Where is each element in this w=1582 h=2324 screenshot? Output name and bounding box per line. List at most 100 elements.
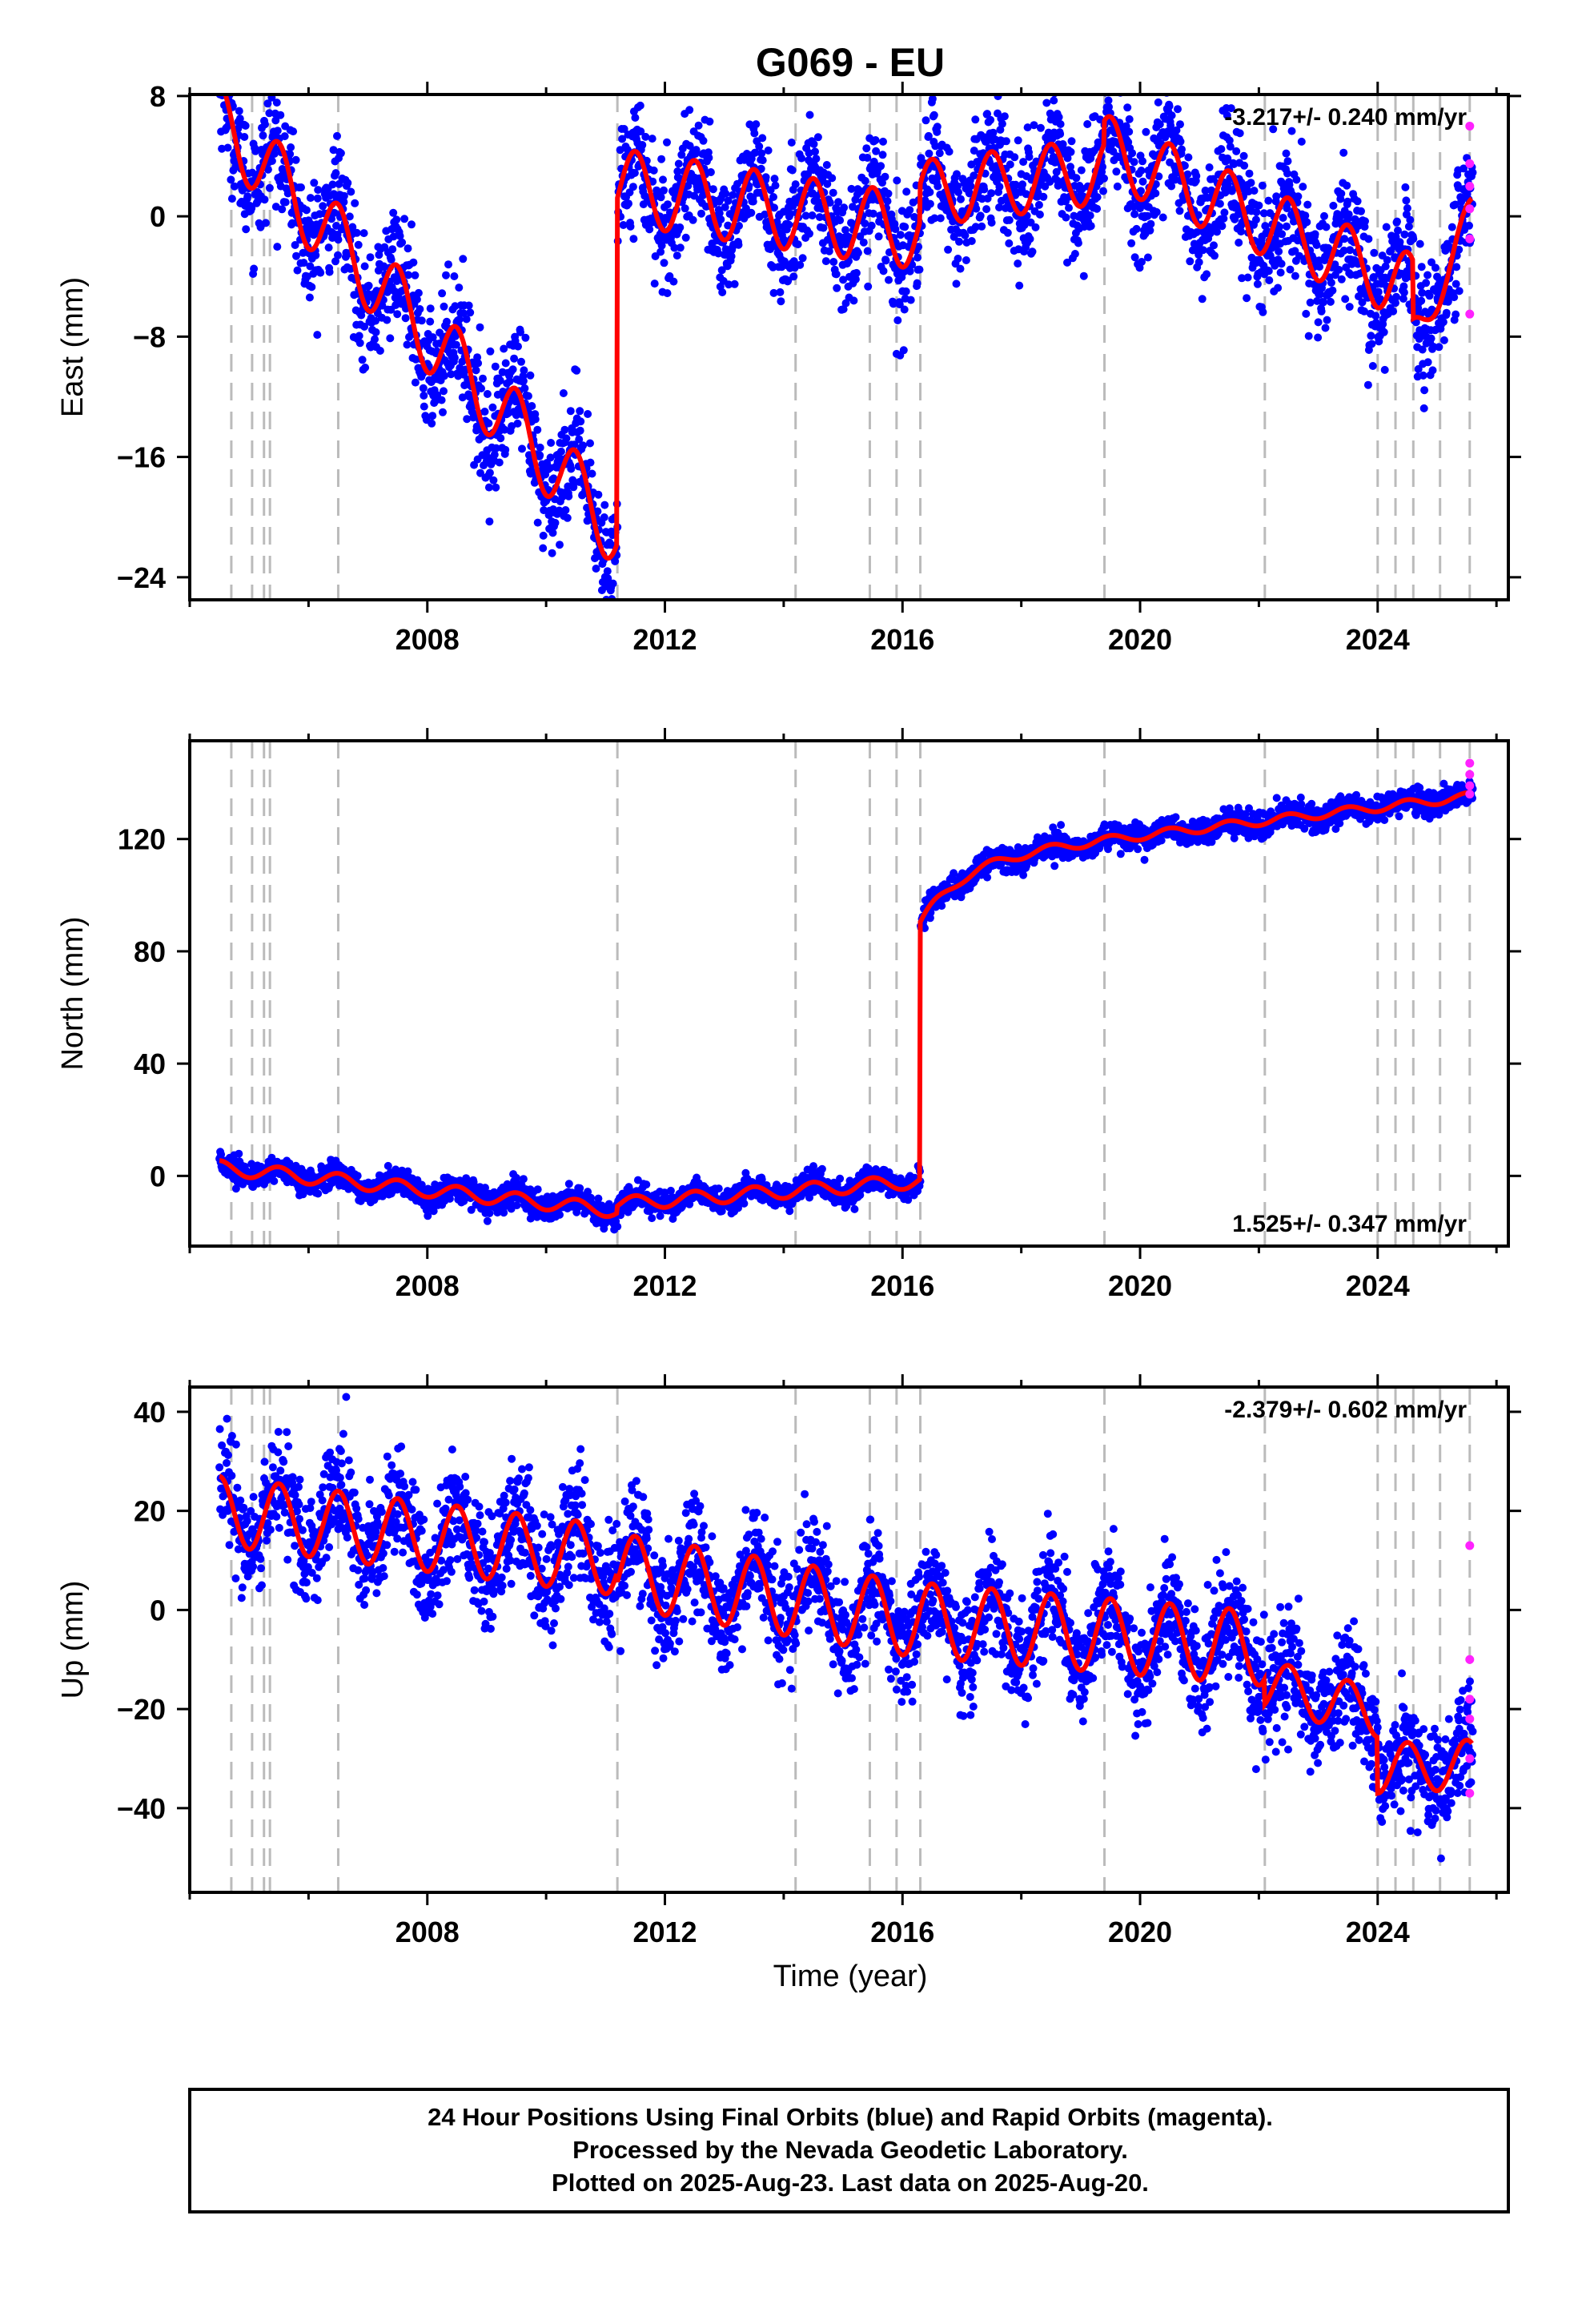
data-point [884, 189, 893, 198]
data-point [271, 116, 280, 125]
data-point [659, 175, 667, 184]
data-point [757, 149, 766, 158]
data-point [905, 206, 914, 215]
data-point [328, 180, 337, 189]
data-point [1062, 213, 1070, 222]
data-point [1063, 258, 1071, 267]
data-point [952, 279, 961, 288]
data-point [1000, 112, 1009, 121]
data-point [878, 179, 886, 187]
data-point [1314, 333, 1323, 342]
y-axis-label: East (mm) [56, 277, 90, 417]
data-point [364, 281, 373, 290]
data-point [355, 332, 363, 340]
data-point [270, 1176, 279, 1185]
data-point [1316, 290, 1325, 299]
data-point [452, 340, 460, 349]
data-point [1337, 275, 1346, 283]
data-point [681, 233, 690, 242]
data-point [1315, 263, 1324, 271]
data-point [247, 204, 256, 212]
data-point [1072, 174, 1081, 183]
data-point [539, 544, 548, 553]
data-point [250, 264, 259, 273]
data-point [660, 186, 668, 195]
data-point [1151, 189, 1160, 198]
data-point [1460, 164, 1468, 173]
data-point [930, 214, 939, 223]
y-tick-label: −24 [117, 561, 166, 594]
data-point [404, 1167, 412, 1176]
data-point [828, 174, 837, 183]
data-point [883, 197, 892, 206]
data-point [1452, 310, 1460, 319]
data-point [1301, 211, 1310, 220]
data-point [548, 549, 556, 557]
data-point [814, 198, 823, 207]
data-point [345, 212, 354, 221]
data-point [1304, 332, 1313, 340]
data-point [1323, 316, 1331, 324]
data-point [1086, 222, 1095, 231]
data-point [718, 288, 727, 296]
data-point [1238, 274, 1247, 283]
data-point [514, 342, 522, 351]
data-point [455, 315, 464, 324]
data-point [1468, 168, 1477, 177]
data-point [389, 208, 398, 217]
data-point [986, 115, 995, 124]
data-point [392, 215, 401, 224]
data-point [1326, 297, 1335, 306]
data-point [1364, 235, 1373, 243]
data-point [404, 271, 412, 279]
data-point [604, 574, 612, 583]
data-point [556, 541, 564, 549]
data-point [1259, 308, 1267, 316]
plot-frame [188, 93, 1510, 601]
data-point [663, 138, 671, 147]
data-point [235, 1149, 243, 1158]
data-point [935, 149, 944, 158]
data-point [1239, 151, 1248, 160]
data-point [805, 149, 813, 158]
data-point [1245, 169, 1254, 178]
data-point [412, 295, 421, 304]
data-point [970, 171, 978, 180]
data-point [1223, 111, 1231, 119]
data-point [1211, 251, 1219, 260]
data-point [528, 402, 536, 410]
data-point [1427, 334, 1435, 343]
data-point [727, 252, 736, 260]
data-point [1176, 120, 1184, 129]
data-point [852, 268, 861, 277]
data-point [706, 168, 715, 176]
data-point [608, 579, 617, 588]
data-point [513, 419, 522, 428]
data-point [521, 333, 530, 342]
data-point [361, 364, 370, 372]
data-point [576, 407, 584, 416]
data-point [891, 225, 900, 234]
data-point [1303, 200, 1312, 209]
data-point [1183, 170, 1192, 179]
data-point [485, 1209, 494, 1217]
data-point [1341, 295, 1350, 304]
data-point [796, 260, 805, 269]
data-point [863, 154, 872, 162]
data-point [383, 316, 391, 324]
data-point [267, 94, 276, 102]
data-point [1192, 171, 1201, 180]
data-point [1130, 210, 1139, 219]
data-point [442, 271, 450, 279]
data-point [1279, 214, 1287, 222]
data-point [287, 143, 295, 151]
data-point [1283, 157, 1292, 166]
data-point [620, 125, 628, 133]
data-point [648, 1214, 656, 1223]
data-point [1418, 288, 1427, 297]
data-point [360, 322, 369, 331]
data-point [1167, 182, 1176, 191]
data-point [849, 203, 857, 211]
data-point [484, 419, 493, 428]
data-point [987, 189, 996, 198]
